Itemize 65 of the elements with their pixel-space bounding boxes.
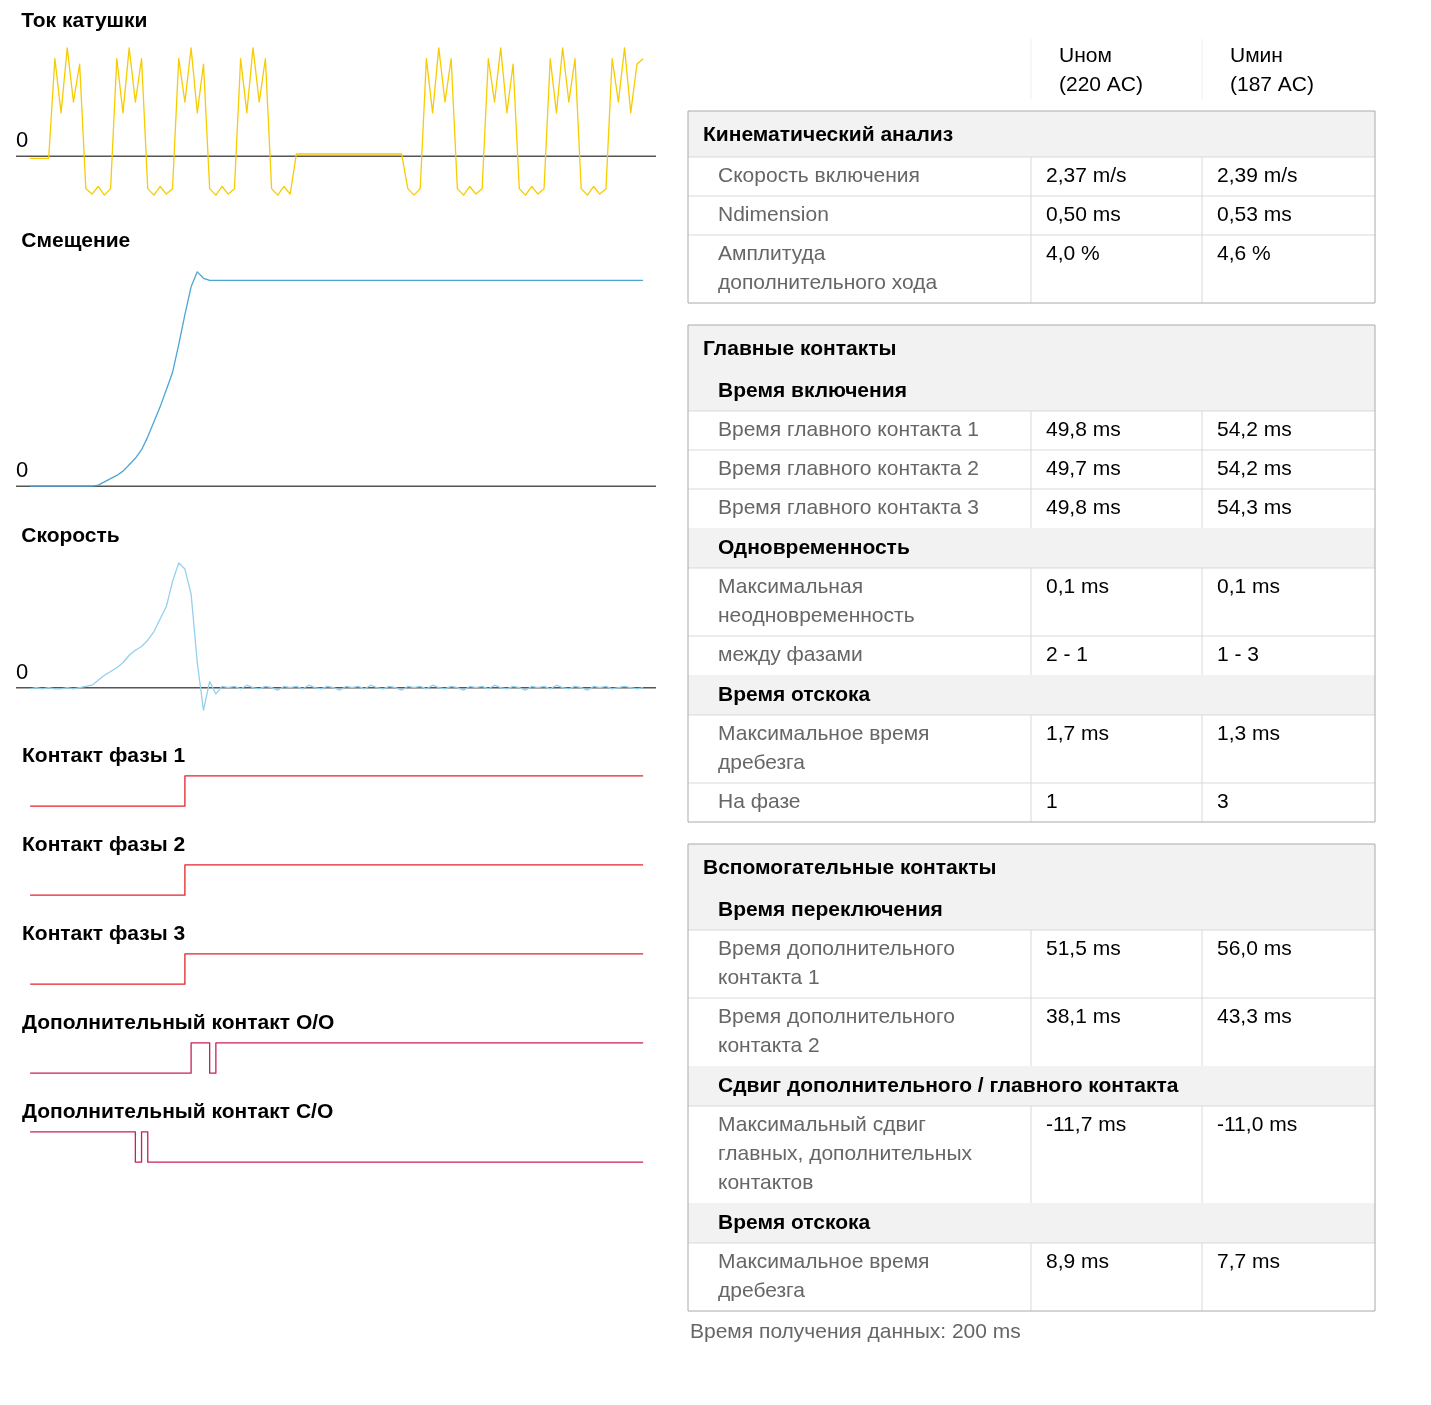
chart-title: Скорость xyxy=(21,523,120,546)
category-label: Время отскока xyxy=(718,682,871,705)
category-label: Uном (220 AC) xyxy=(1059,43,1144,95)
text: -11,0 ms xyxy=(1217,1112,1298,1135)
text: 2,37 m/s xyxy=(1046,163,1127,186)
text: 49,8 ms xyxy=(1046,417,1121,440)
category-label: Время включения xyxy=(718,378,907,401)
category-label: Максимальное время дребезга xyxy=(718,1249,930,1301)
text: 2,39 m/s xyxy=(1217,163,1298,186)
text: 43,3 ms xyxy=(1217,1004,1292,1027)
text: Главные контакты xyxy=(703,336,897,359)
category-label: На фазе xyxy=(718,789,801,812)
text: 1,3 ms xyxy=(1217,721,1281,744)
text: Время получения данных: 200 ms xyxy=(690,1319,1021,1342)
text: 38,1 ms xyxy=(1046,1004,1121,1027)
category-label: Ndimension xyxy=(718,202,829,225)
category-label: Время главного контакта 3 xyxy=(718,495,980,518)
text: 49,7 ms xyxy=(1046,456,1121,479)
text: 3 xyxy=(1217,789,1229,812)
text: 7,7 ms xyxy=(1217,1249,1281,1272)
category-label: Максимальное время дребезга xyxy=(718,721,930,773)
text: 56,0 ms xyxy=(1217,936,1292,959)
category-label: Одновременность xyxy=(718,535,910,558)
text: Вспомогательные контакты xyxy=(703,855,997,878)
chart-title: Смещение xyxy=(21,228,131,251)
text: 1 - 3 xyxy=(1217,642,1260,665)
category-label: Максимальная неодновременность xyxy=(718,574,915,626)
text: 0,50 ms xyxy=(1046,202,1121,225)
text: 0,1 ms xyxy=(1217,574,1281,597)
category-label: Сдвиг дополнительного / главного контакта xyxy=(718,1073,1179,1096)
category-label: Максимальный сдвиг главных, дополнительных контактов xyxy=(718,1112,972,1193)
category-label: Скорость включения xyxy=(718,163,920,186)
category-label: Время переключения xyxy=(718,897,943,920)
category-label: Амплитуда дополнительного хода xyxy=(718,241,938,293)
ref-line-label: 0 xyxy=(16,127,29,153)
chart-title: Контакт фазы 3 xyxy=(22,921,186,944)
category-label: Время отскока xyxy=(718,1210,871,1233)
text: 51,5 ms xyxy=(1046,936,1121,959)
category-label: Время дополнительного контакта 1 xyxy=(718,936,955,988)
category-label: Время главного контакта 2 xyxy=(718,456,980,479)
text: -11,7 ms xyxy=(1046,1112,1127,1135)
category-label: Время дополнительного контакта 2 xyxy=(718,1004,955,1056)
chart-title: Контакт фазы 2 xyxy=(22,832,186,855)
text: 4,0 % xyxy=(1046,241,1100,264)
ref-line-label: 0 xyxy=(16,457,29,483)
text: 1 xyxy=(1046,789,1058,812)
text: 2 - 1 xyxy=(1046,642,1089,665)
chart-title: Дополнительный контакт C/O xyxy=(22,1099,334,1122)
category-label: Uмин (187 AC) xyxy=(1230,43,1315,95)
text: 49,8 ms xyxy=(1046,495,1121,518)
chart-title: Дополнительный контакт O/O xyxy=(22,1010,335,1033)
chart-title: Контакт фазы 1 xyxy=(22,743,186,766)
chart-title: Ток катушки xyxy=(21,8,148,31)
text: 54,2 ms xyxy=(1217,456,1292,479)
text: 1,7 ms xyxy=(1046,721,1110,744)
text: 0,1 ms xyxy=(1046,574,1110,597)
ref-line-label: 0 xyxy=(16,658,29,684)
text: 0,53 ms xyxy=(1217,202,1292,225)
category-label: Время главного контакта 1 xyxy=(718,417,980,440)
text: 8,9 ms xyxy=(1046,1249,1110,1272)
text: Кинематический анализ xyxy=(703,122,954,145)
text: 54,3 ms xyxy=(1217,495,1292,518)
category-label: между фазами xyxy=(718,642,863,665)
text: 4,6 % xyxy=(1217,241,1271,264)
text: 54,2 ms xyxy=(1217,417,1292,440)
